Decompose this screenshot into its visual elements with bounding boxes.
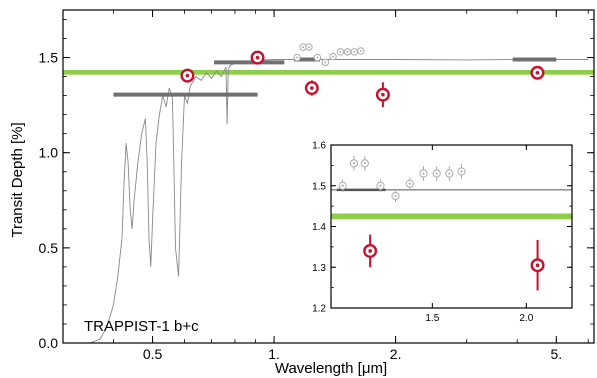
inset-xtick-label-0: 1.5 [425, 313, 439, 324]
inset-mean-depth-band [331, 213, 572, 220]
main-observed-point-center-3 [381, 92, 385, 97]
inset-hst-point-center-8 [448, 172, 451, 175]
inset-ytick-label-1: 1.3 [312, 263, 326, 274]
inset-hst-point-center-7 [435, 172, 438, 175]
inset-ytick-label-2: 1.4 [312, 222, 326, 233]
inset-hst-point-center-2 [363, 162, 366, 165]
main-hst-point-center-3 [316, 56, 319, 59]
inset-xtick-label-1: 2.0 [519, 313, 533, 324]
main-ytick-label-2: 1.0 [39, 145, 59, 161]
main-hst-point-center-9 [359, 49, 362, 52]
main-hst-point-center-4 [324, 61, 327, 64]
y-axis-label: Transit Depth [%] [9, 122, 26, 237]
main-xtick-label-1: 1. [268, 346, 280, 362]
x-axis-label: Wavelength [μm] [275, 360, 387, 377]
inset-ytick-label-4: 1.6 [312, 141, 326, 152]
main-data-layer [63, 43, 594, 343]
inset-ytick-label-0: 1.2 [312, 304, 326, 315]
inset-hst-point-center-4 [394, 194, 397, 198]
main-hst-point-center-1 [302, 46, 305, 49]
inset-hst-point-center-1 [352, 162, 356, 165]
main-observed-point-center-2 [310, 86, 314, 90]
inset-ytick-label-3: 1.5 [312, 181, 326, 192]
main-mean-depth-band [63, 69, 594, 75]
main-observed-point-center-4 [535, 70, 540, 75]
main-ytick-label-3: 1.5 [39, 49, 59, 65]
inset-data-layer [331, 156, 572, 291]
main-ytick-label-0: 0.0 [39, 335, 59, 351]
main-observed-point-center-1 [255, 55, 260, 60]
inset-hst-point-center-0 [341, 184, 344, 187]
main-xtick-label-2: 2. [390, 346, 402, 362]
inset-hst-point-center-5 [408, 182, 411, 185]
inset-observed-point-center-0 [368, 249, 372, 253]
main-hst-point-center-6 [339, 50, 342, 53]
inset-plot-area [331, 145, 572, 308]
inset-observed-point-center-1 [535, 263, 540, 268]
main-ytick-label-1: 0.5 [39, 240, 59, 256]
inset-hst-point-center-6 [422, 172, 425, 175]
main-frame [62, 9, 595, 344]
inset-hst-point-center-3 [379, 184, 382, 187]
main-hst-point-center-0 [296, 56, 299, 59]
main-xtick-label-3: 5. [550, 346, 562, 362]
main-hst-point-center-8 [353, 50, 356, 53]
inset-hst-point-center-9 [460, 170, 463, 173]
chart-annotation: TRAPPIST-1 b+c [84, 318, 199, 335]
main-xtick-label-0: 0.5 [143, 346, 163, 362]
main-hst-point-center-2 [308, 46, 310, 49]
main-hst-point-center-5 [332, 55, 335, 58]
inset-plot: 1.5 2.0 1.2 1.3 1.4 1.5 1.6 [312, 141, 573, 324]
main-observed-point-center-0 [185, 73, 190, 78]
main-hst-point-center-7 [346, 50, 349, 53]
